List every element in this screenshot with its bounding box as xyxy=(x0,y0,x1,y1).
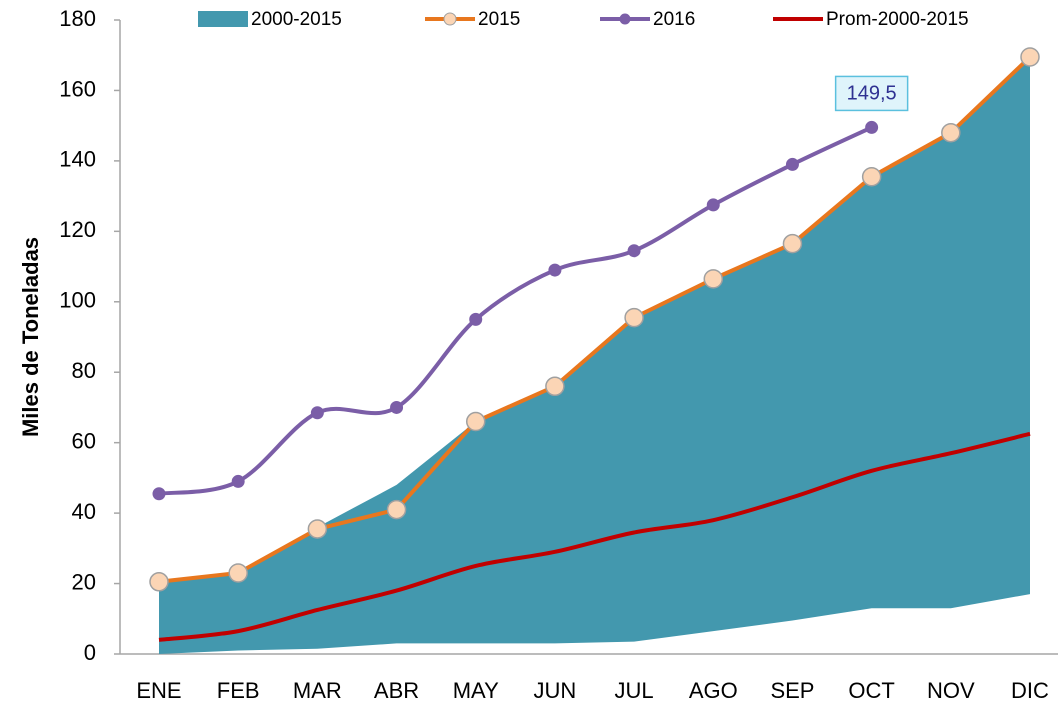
y-tick-label: 40 xyxy=(72,499,96,524)
series-marker xyxy=(703,269,724,289)
series-marker xyxy=(307,519,328,539)
y-tick-label: 20 xyxy=(72,569,96,594)
series-marker xyxy=(469,312,483,326)
x-tick-label: NOV xyxy=(927,678,975,703)
x-tick-label: SEP xyxy=(770,678,814,703)
series-marker xyxy=(627,244,641,258)
series-marker xyxy=(465,411,486,432)
series-marker xyxy=(785,157,799,171)
x-tick-label: OCT xyxy=(848,678,894,703)
x-tick-label: AGO xyxy=(689,678,738,703)
y-tick-label: 120 xyxy=(59,217,96,242)
y-tick-label: 100 xyxy=(59,288,96,313)
x-tick-label: ABR xyxy=(374,678,419,703)
series-marker xyxy=(390,400,404,414)
y-tick-label: 0 xyxy=(84,640,96,665)
legend-marker xyxy=(619,13,631,25)
legend-label: 2000-2015 xyxy=(251,9,342,30)
series-marker xyxy=(231,474,245,488)
x-tick-label: ENE xyxy=(136,678,181,703)
data-label-box xyxy=(834,75,909,112)
series-line xyxy=(158,431,1031,642)
legend-label: Prom-2000-2015 xyxy=(826,9,969,30)
x-tick-label: FEB xyxy=(217,678,260,703)
legend-marker xyxy=(443,12,457,26)
band-area xyxy=(159,56,1030,654)
series-marker xyxy=(865,120,879,134)
series-marker xyxy=(706,198,720,212)
series-line xyxy=(158,125,873,496)
series-marker xyxy=(228,563,248,583)
y-axis-label: Miles de Toneladas xyxy=(18,237,43,437)
y-tick-label: 140 xyxy=(59,147,96,172)
series-marker xyxy=(782,233,803,254)
series-marker xyxy=(386,499,407,520)
x-tick-label: JUL xyxy=(615,678,654,703)
series-marker xyxy=(310,406,324,420)
legend-label: 2016 xyxy=(653,9,695,30)
series-marker xyxy=(624,307,644,328)
data-label: 149,5 xyxy=(847,83,897,105)
x-tick-label: DIC xyxy=(1011,678,1049,703)
series-marker xyxy=(1020,47,1040,67)
legend-swatch xyxy=(198,11,248,27)
x-tick-label: JUN xyxy=(534,678,577,703)
y-tick-label: 160 xyxy=(59,76,96,101)
x-tick-label: MAR xyxy=(293,678,342,703)
series-marker xyxy=(152,487,166,501)
legend-label: 2015 xyxy=(478,9,520,30)
series-line xyxy=(158,55,1032,584)
x-tick-label: MAY xyxy=(453,678,499,703)
series-marker xyxy=(861,166,882,187)
y-tick-label: 80 xyxy=(72,358,96,383)
series-marker xyxy=(548,263,562,277)
y-tick-label: 180 xyxy=(59,6,96,31)
y-tick-label: 60 xyxy=(72,428,96,453)
series-marker xyxy=(941,122,961,143)
series-marker xyxy=(545,376,565,397)
series-marker xyxy=(149,572,169,592)
